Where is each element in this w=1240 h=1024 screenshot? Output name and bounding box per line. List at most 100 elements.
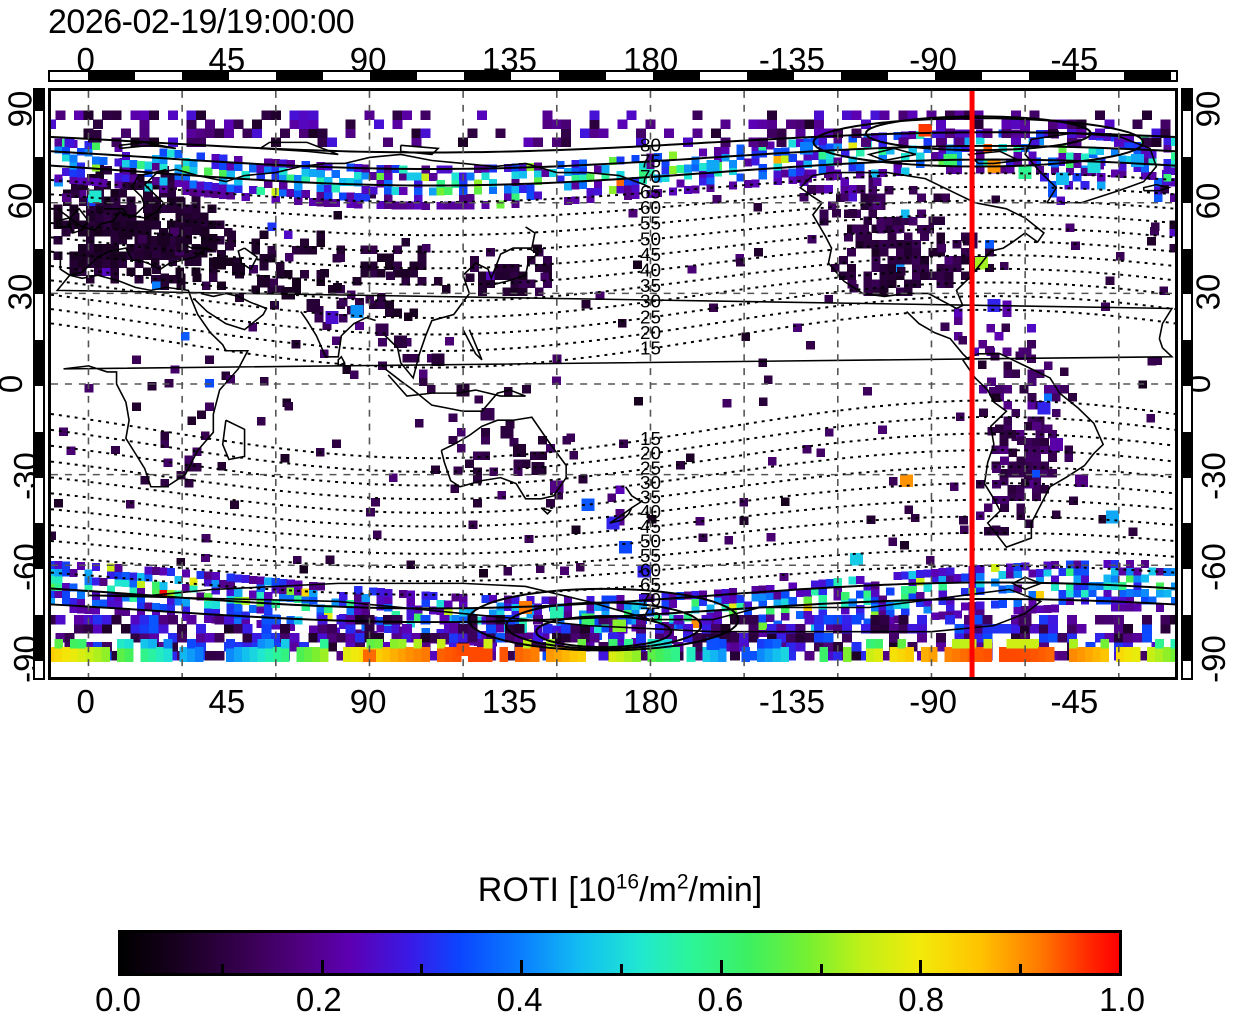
roti-cell	[999, 469, 1009, 478]
roti-cell	[876, 217, 886, 226]
roti-cell	[346, 607, 355, 616]
roti-cell	[74, 623, 85, 634]
roti-cell	[199, 220, 209, 229]
roti-cell	[803, 588, 812, 597]
roti-cell	[421, 201, 430, 210]
roti-cell	[152, 265, 161, 275]
roti-cell	[159, 148, 168, 157]
roti-cell	[892, 225, 902, 234]
roti-cell	[51, 582, 56, 591]
roti-cell	[332, 336, 341, 345]
roti-cell	[1141, 632, 1152, 643]
roti-cell	[292, 277, 301, 287]
roti-cell	[1007, 429, 1017, 439]
roti-cell	[114, 564, 123, 573]
roti-cell	[581, 300, 591, 309]
roti-cell	[773, 155, 782, 164]
roti-cell	[1028, 598, 1037, 607]
roti-cell	[322, 321, 332, 331]
roti-cell	[1133, 574, 1142, 583]
roti-cell	[486, 248, 495, 257]
roti-cell	[211, 161, 220, 170]
roti-cell	[1141, 623, 1152, 634]
roti-cell	[538, 435, 547, 445]
roti-cell	[661, 593, 670, 602]
roti-cell	[92, 623, 103, 634]
roti-cell	[900, 209, 910, 218]
roti-world-map[interactable]: 80 75 70 65 60 55 50 45 40 35 30 25 20 15 15 20 25 30 35 40…	[48, 88, 1178, 680]
roti-cell	[219, 154, 228, 163]
roti-cell	[1065, 223, 1075, 233]
roti-cell	[497, 490, 507, 500]
roti-cell	[221, 371, 231, 380]
maglat-contour	[51, 213, 1175, 253]
roti-cell	[127, 205, 137, 214]
roti-cell	[219, 190, 228, 199]
roti-cell	[589, 128, 600, 139]
roti-cell	[110, 267, 120, 276]
roti-cell	[354, 593, 363, 602]
roti-cell	[414, 201, 423, 210]
roti-cell	[748, 137, 759, 148]
roti-cell	[467, 623, 478, 634]
roti-cell	[946, 567, 955, 576]
roti-cell	[300, 269, 309, 279]
roti-cell	[211, 182, 220, 191]
roti-cell	[814, 110, 825, 120]
roti-cell	[456, 443, 466, 453]
roti-cell	[636, 651, 647, 661]
roti-cell	[1050, 575, 1060, 584]
roti-cell	[414, 419, 424, 428]
roti-cell	[952, 263, 962, 273]
roti-cell	[152, 220, 161, 230]
roti-cell	[130, 110, 141, 120]
coastline-path	[1142, 183, 1172, 192]
roti-cell	[54, 145, 63, 154]
roti-cell	[301, 168, 310, 177]
roti-cell	[907, 110, 918, 120]
roti-cell	[1035, 416, 1045, 426]
roti-cell	[1035, 432, 1045, 441]
roti-cell	[866, 515, 876, 524]
roti-cell	[181, 165, 191, 174]
roti-cell	[384, 172, 393, 181]
roti-cell	[174, 164, 183, 173]
roti-cell	[264, 591, 273, 600]
roti-cell	[152, 242, 161, 251]
roti-cell	[409, 261, 419, 270]
roti-cell	[903, 232, 913, 241]
roti-cell	[717, 638, 727, 649]
roti-cell	[439, 614, 450, 625]
roti-cell	[64, 137, 75, 148]
roti-cell	[975, 646, 985, 662]
roti-cell	[249, 164, 258, 173]
roti-cell	[61, 168, 71, 177]
roti-cell	[668, 599, 678, 608]
roti-cell	[1043, 393, 1053, 402]
roti-cell	[1064, 445, 1074, 455]
roti-cell	[764, 638, 774, 649]
colorbar[interactable]	[118, 930, 1122, 976]
roti-cell	[963, 632, 974, 643]
roti-cell	[55, 110, 66, 120]
roti-cell	[1006, 638, 1016, 649]
roti-cell	[102, 641, 113, 652]
roti-cell	[758, 171, 767, 180]
maglat-label: 35	[640, 275, 661, 296]
roti-cell	[818, 608, 827, 617]
roti-cell	[561, 119, 572, 130]
roti-cell	[345, 128, 356, 139]
roti-cell	[807, 185, 816, 194]
roti-cell	[1001, 128, 1012, 139]
roti-cell	[406, 201, 415, 210]
roti-cell	[952, 255, 962, 265]
roti-cell	[241, 192, 250, 201]
roti-cell	[795, 623, 806, 634]
roti-cell	[249, 575, 258, 584]
roti-cell	[976, 601, 985, 610]
roti-cell	[467, 632, 478, 643]
roti-cell	[692, 641, 703, 652]
maglat-label: 80	[640, 135, 661, 156]
roti-cell	[510, 271, 520, 281]
roti-cell	[631, 155, 640, 164]
